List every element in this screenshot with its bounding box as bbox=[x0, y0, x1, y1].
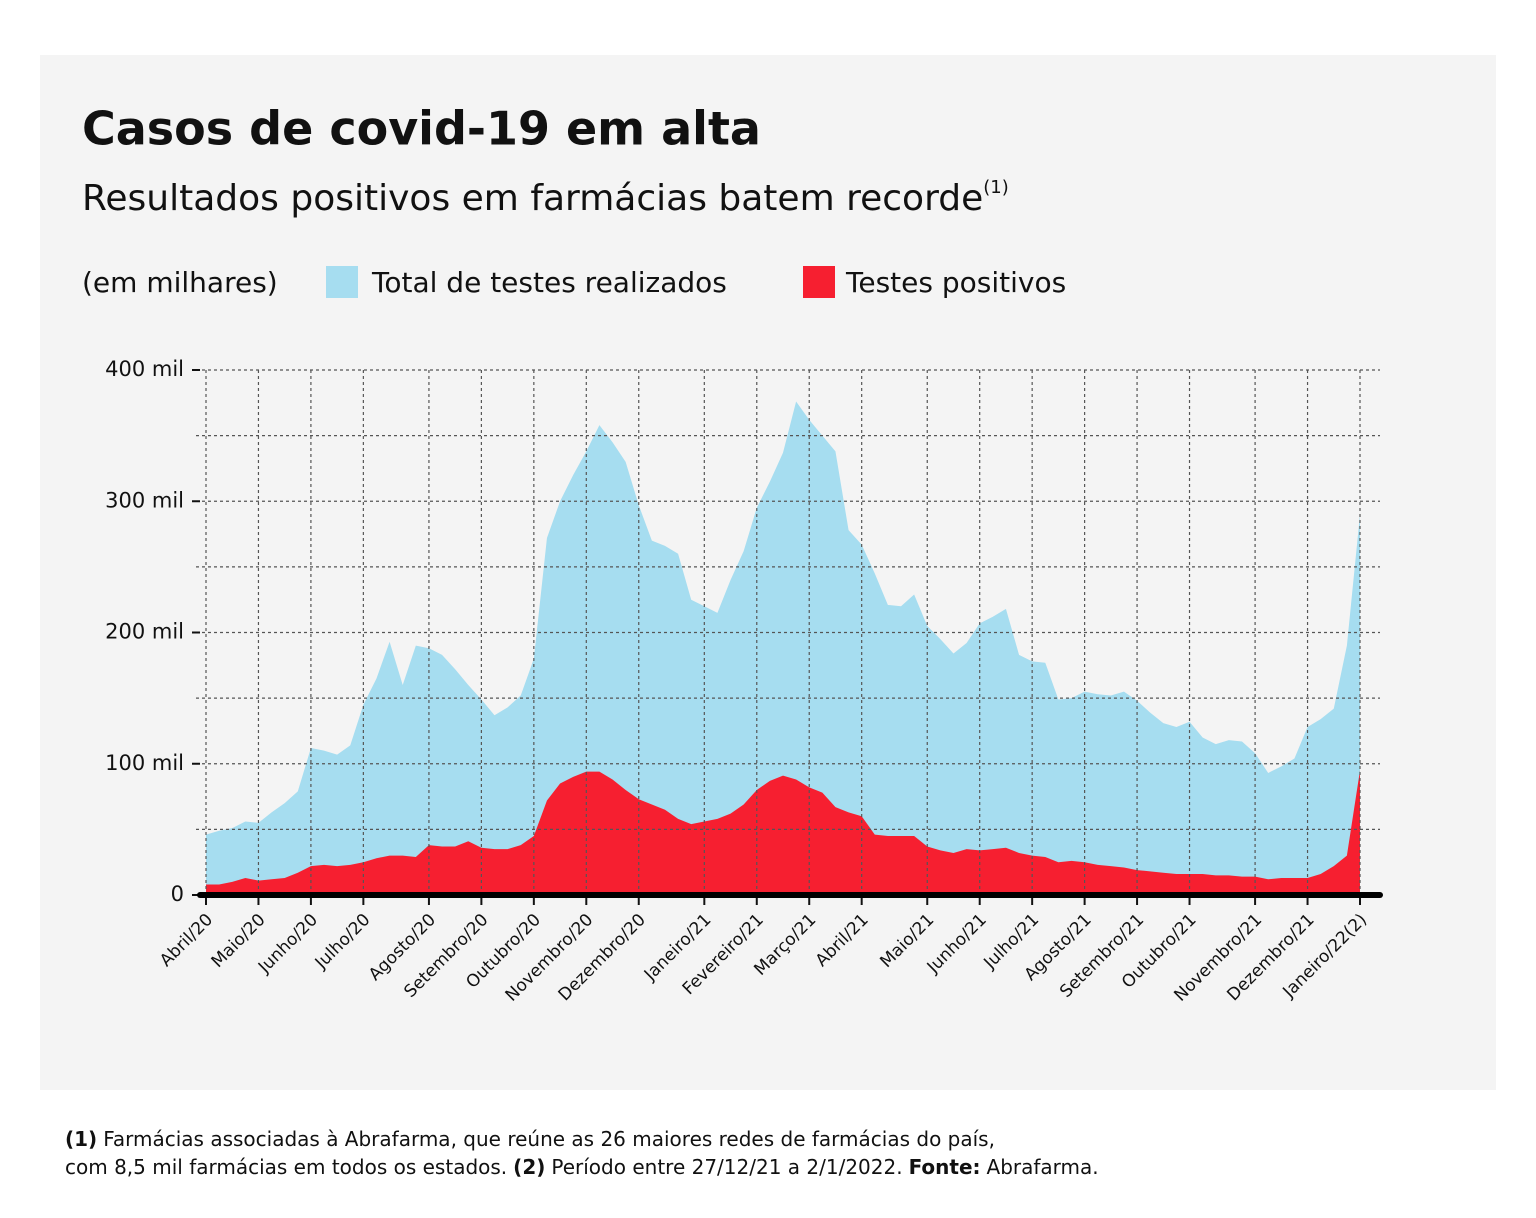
footnote-marker: (1) bbox=[65, 1127, 97, 1151]
legend-label: Total de testes realizados bbox=[371, 266, 727, 299]
source: Abrafarma. bbox=[987, 1155, 1099, 1179]
footnote-text: com 8,5 mil farmácias em todos os estado… bbox=[65, 1155, 507, 1179]
y-tick-label: 300 mil bbox=[105, 488, 184, 512]
source-label: Fonte: bbox=[909, 1155, 981, 1179]
footnote-text: Período entre 27/12/21 a 2/1/2022. bbox=[551, 1155, 902, 1179]
footnote: (1) Farmácias associadas à Abrafarma, que… bbox=[65, 1127, 995, 1151]
subtitle-text: Resultados positivos em farmácias batem … bbox=[82, 178, 983, 219]
y-tick-label: 200 mil bbox=[105, 620, 184, 644]
legend-label: Testes positivos bbox=[845, 266, 1066, 299]
y-tick-label: 0 bbox=[171, 882, 184, 906]
area bbox=[206, 401, 1360, 895]
chart-title: Casos de covid-19 em alta bbox=[82, 102, 761, 156]
y-unit: (em milhares) bbox=[82, 266, 278, 299]
y-tick-label: 400 mil bbox=[105, 357, 184, 381]
legend-swatch bbox=[803, 266, 835, 298]
footnote: com 8,5 mil farmácias em todos os estado… bbox=[65, 1155, 1099, 1179]
subtitle-note: (1) bbox=[983, 177, 1009, 198]
chart-subtitle: Resultados positivos em farmácias batem … bbox=[82, 177, 1009, 219]
area bbox=[206, 770, 1360, 895]
footnote-text: Farmácias associadas à Abrafarma, que re… bbox=[103, 1127, 995, 1151]
legend-swatch bbox=[326, 266, 358, 298]
footnote-marker: (2) bbox=[513, 1155, 545, 1179]
y-tick-label: 100 mil bbox=[105, 751, 184, 775]
